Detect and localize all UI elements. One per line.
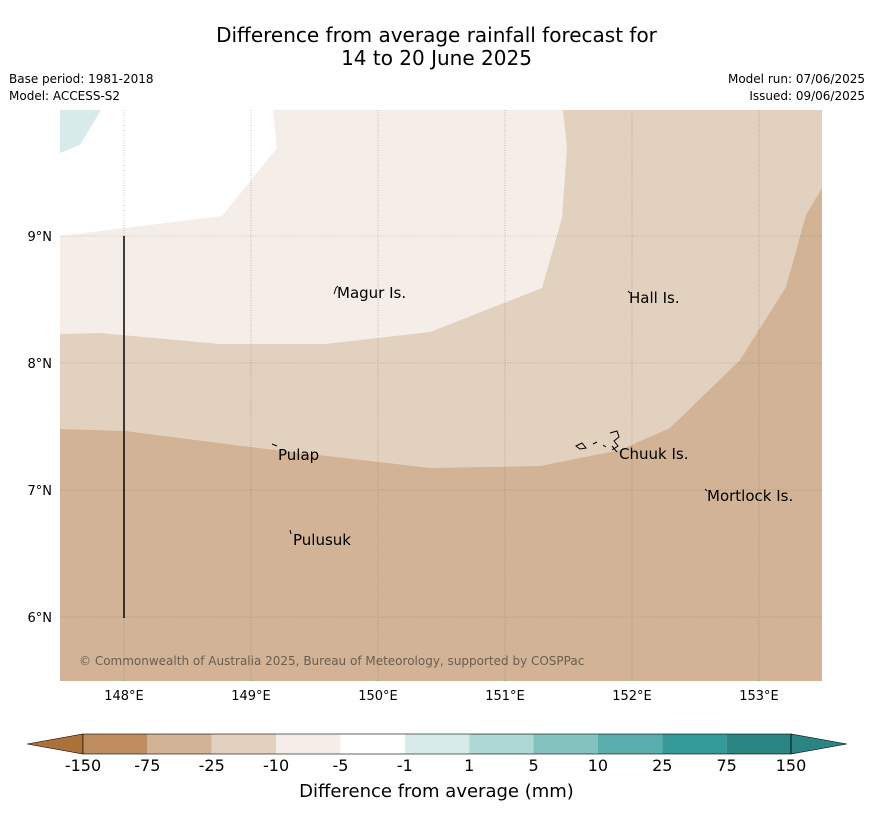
- colorbar: [26, 733, 848, 755]
- place-label-mortlock: Mortlock Is.: [707, 487, 793, 505]
- colorbar-swatch: [597, 734, 663, 754]
- lon-label-148e: 148°E: [104, 689, 144, 704]
- colorbar-swatch: [211, 734, 277, 754]
- region-plus1-5: [60, 110, 101, 153]
- colorbar-tick-label: 150: [775, 756, 807, 775]
- islands: [271, 285, 708, 535]
- colorbar-tick-label: 75: [716, 756, 737, 775]
- colorbar-swatch: [404, 734, 470, 754]
- colorbar-swatch: [662, 734, 727, 754]
- model-text: Model: ACCESS-S2: [9, 89, 121, 103]
- model-run-text: Model run: 07/06/2025: [727, 72, 865, 86]
- place-label-pulusuk: Pulusuk: [293, 531, 351, 549]
- colorbar-tick-label: -25: [198, 756, 225, 775]
- colorbar-tick-label: -150: [64, 756, 102, 775]
- colorbar-tick-label: 5: [528, 756, 539, 775]
- title-line-2: 14 to 20 June 2025: [341, 46, 532, 70]
- lon-label-152e: 152°E: [612, 689, 652, 704]
- colorbar-tick-label: -5: [332, 756, 349, 775]
- region-neutral: [60, 110, 277, 236]
- lat-label-7n: 7°N: [28, 484, 53, 499]
- lon-label-150e: 150°E: [358, 689, 398, 704]
- issued-text: Issued: 09/06/2025: [749, 89, 865, 103]
- lat-label-8n: 8°N: [28, 357, 53, 372]
- colorbar-tick-label: 1: [464, 756, 475, 775]
- lon-label-149e: 149°E: [231, 689, 271, 704]
- colorbar-title: Difference from average (mm): [299, 781, 574, 802]
- colorbar-tick-label: 10: [587, 756, 609, 775]
- lon-label-153e: 153°E: [739, 689, 779, 704]
- colorbar-swatch: [533, 734, 598, 754]
- colorbar-tick-label: -75: [134, 756, 161, 775]
- place-label-hall: Hall Is.: [629, 289, 680, 307]
- colorbar-outline: [82, 733, 792, 755]
- place-label-chuuk: Chuuk Is.: [619, 445, 688, 463]
- colorbar-extend-low: [26, 733, 84, 755]
- colorbar-swatch: [340, 734, 405, 754]
- copyright-text: © Commonwealth of Australia 2025, Bureau…: [79, 654, 584, 668]
- colorbar-tick-label: -1: [396, 756, 413, 775]
- lat-label-9n: 9°N: [28, 230, 53, 245]
- colorbar-tick-label: -10: [263, 756, 290, 775]
- colorbar-extend-high: [790, 733, 848, 755]
- colorbar-tick-label: 25: [652, 756, 673, 775]
- colorbar-swatch: [726, 734, 791, 754]
- colorbar-swatch: [469, 734, 534, 754]
- colorbar-swatch: [147, 734, 212, 754]
- base-period-text: Base period: 1981-2018: [9, 72, 154, 86]
- colorbar-swatch: [276, 734, 341, 754]
- place-label-pulap: Pulap: [278, 446, 319, 464]
- place-label-magur: Magur Is.: [337, 284, 406, 302]
- colorbar-swatch: [83, 734, 148, 754]
- title-line-1: Difference from average rainfall forecas…: [216, 23, 657, 47]
- lat-label-6n: 6°N: [28, 611, 53, 626]
- lon-label-151e: 151°E: [485, 689, 525, 704]
